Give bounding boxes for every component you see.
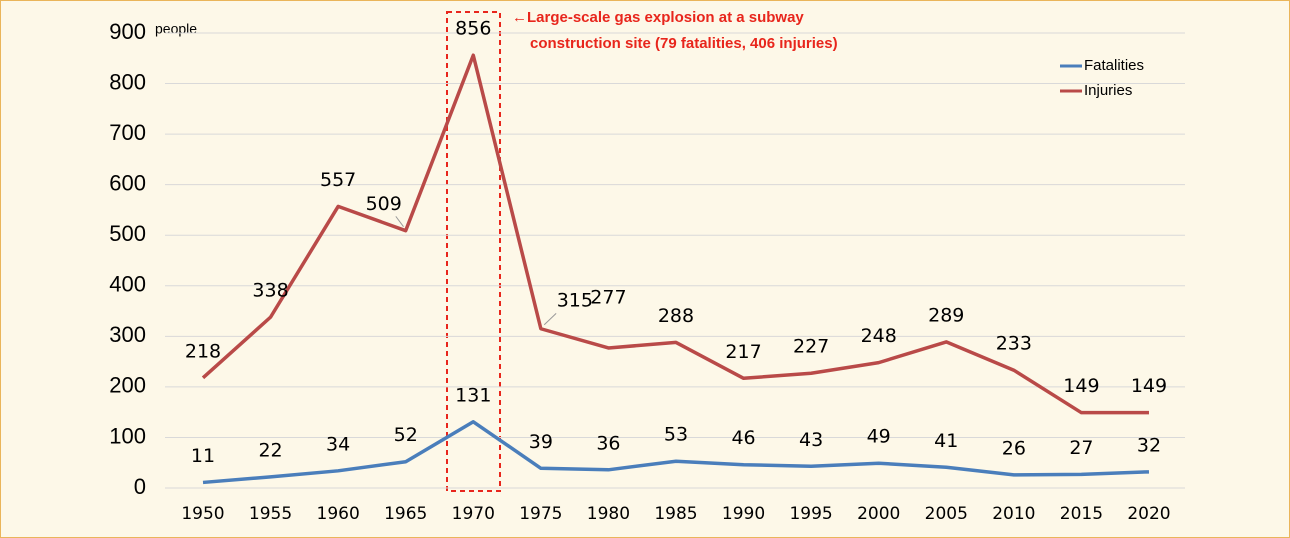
data-label: 289 — [928, 304, 964, 326]
series-line — [201, 53, 1149, 415]
data-label: 218 — [185, 340, 221, 362]
data-label: 217 — [725, 341, 761, 363]
data-label: 34 — [326, 433, 350, 455]
data-label: 248 — [861, 325, 897, 347]
annotation: ←Large-scale gas explosion at a subway — [512, 9, 804, 26]
x-tick-label: 1955 — [249, 504, 292, 524]
data-label: 11 — [191, 445, 215, 467]
data-label: 36 — [596, 432, 620, 454]
data-label: 32 — [1137, 434, 1161, 456]
data-label: 52 — [394, 424, 418, 446]
data-label: 315 — [557, 289, 593, 311]
x-tick-label: 1970 — [452, 504, 495, 524]
y-unit: people — [155, 21, 197, 37]
annotation: construction site (79 fatalities, 406 in… — [530, 35, 838, 52]
x-tick-label: 1995 — [789, 504, 832, 524]
data-label: 39 — [529, 431, 553, 453]
y-tick-label: 300 — [109, 322, 146, 347]
data-label: 41 — [934, 430, 958, 452]
x-tick-label: 1975 — [519, 504, 562, 524]
x-tick-label: 2015 — [1060, 504, 1103, 524]
y-tick-label: 600 — [109, 170, 146, 195]
x-tick-label: 1960 — [317, 504, 360, 524]
x-tick-label: 2020 — [1127, 504, 1170, 524]
x-tick-label: 2005 — [925, 504, 968, 524]
y-tick-label: 800 — [109, 69, 146, 94]
data-label: 277 — [590, 286, 626, 308]
data-label: 509 — [366, 193, 402, 215]
data-label: 288 — [658, 305, 694, 327]
data-label: 46 — [731, 427, 755, 449]
y-tick-label: 100 — [109, 423, 146, 448]
x-tick-label: 2000 — [857, 504, 900, 524]
y-tick-label: 0 — [134, 474, 146, 499]
data-label: 233 — [996, 333, 1032, 355]
y-tick-label: 700 — [109, 120, 146, 145]
data-label: 856 — [455, 18, 491, 40]
data-label: 149 — [1131, 375, 1167, 397]
series-line — [202, 420, 1150, 485]
x-tick-label: 1980 — [587, 504, 630, 524]
data-label: 53 — [664, 424, 688, 446]
y-tick-label: 200 — [109, 373, 146, 398]
y-tick-label: 500 — [109, 221, 146, 246]
data-label: 149 — [1063, 375, 1099, 397]
legend-label: Fatalities — [1084, 57, 1144, 74]
data-label: 27 — [1069, 437, 1093, 459]
legend-label: Injuries — [1084, 82, 1132, 99]
y-tick-label: 400 — [109, 272, 146, 297]
x-tick-label: 1990 — [722, 504, 765, 524]
data-label: 131 — [455, 384, 491, 406]
leader-line — [543, 312, 557, 326]
highlight-box — [446, 11, 501, 492]
y-tick-label: 900 — [109, 19, 146, 44]
data-label: 26 — [1002, 437, 1026, 459]
data-label: 22 — [258, 439, 282, 461]
data-label: 49 — [867, 426, 891, 448]
leader-line — [395, 216, 404, 227]
x-tick-label: 2010 — [992, 504, 1035, 524]
data-label: 227 — [793, 336, 829, 358]
data-label: 557 — [320, 169, 356, 191]
x-tick-label: 1965 — [384, 504, 427, 524]
x-tick-label: 1950 — [181, 504, 224, 524]
data-label: 338 — [252, 280, 288, 302]
data-label: 43 — [799, 429, 823, 451]
x-tick-label: 1985 — [654, 504, 697, 524]
